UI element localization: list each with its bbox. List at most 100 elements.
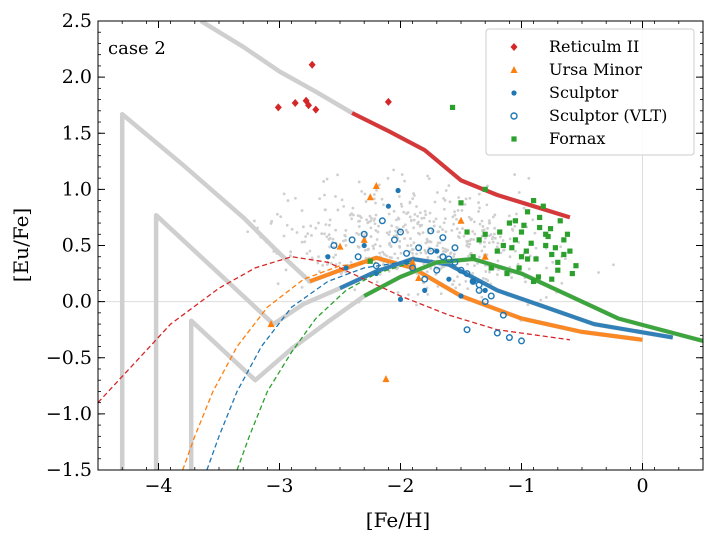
background-star-point	[403, 237, 406, 240]
background-star-point	[433, 200, 437, 204]
sculptor-vlt-point	[451, 244, 459, 252]
y-tick-label: 2.0	[62, 66, 92, 88]
background-star-point	[327, 233, 331, 237]
background-star-point	[329, 261, 333, 265]
background-star-point	[466, 239, 470, 243]
background-star-point	[320, 232, 324, 236]
background-star-point	[375, 188, 378, 192]
background-star-point	[392, 168, 396, 172]
background-star-point	[436, 284, 440, 288]
background-star-point	[357, 180, 361, 184]
background-star-point	[373, 222, 377, 226]
background-star-point	[300, 240, 304, 244]
background-star-point	[360, 189, 364, 193]
background-star-point	[487, 219, 491, 223]
background-star-point	[425, 238, 429, 242]
background-star-point	[436, 230, 440, 234]
background-star-point	[429, 266, 433, 270]
background-star-point	[306, 232, 310, 236]
legend-label: Sculptor (VLT)	[549, 106, 667, 125]
ursa-minor-point	[360, 235, 368, 243]
background-star-point	[378, 251, 382, 255]
reticulum-point	[305, 101, 313, 110]
background-star-point	[428, 211, 432, 215]
background-star-point	[435, 244, 439, 248]
background-star-point	[441, 228, 444, 231]
background-star-point	[444, 217, 447, 221]
background-star-point	[399, 202, 403, 206]
background-star-point	[334, 253, 338, 257]
background-star-point	[420, 216, 424, 220]
legend-label: Ursa Minor	[549, 60, 642, 79]
background-star-point	[472, 220, 476, 224]
background-star-point	[462, 234, 466, 238]
background-star-point	[396, 291, 400, 294]
background-star-point	[468, 196, 472, 200]
background-star-point	[270, 219, 274, 223]
background-star-point	[422, 216, 426, 220]
legend-entry: Ursa Minor	[510, 60, 642, 79]
background-star-point	[469, 218, 473, 222]
fornax-point	[509, 245, 515, 251]
background-star-point	[356, 214, 360, 217]
background-star-point	[418, 232, 422, 236]
background-star-point	[510, 227, 514, 231]
background-star-point	[406, 244, 410, 248]
background-star-point	[491, 215, 495, 219]
background-star-point	[246, 230, 250, 234]
background-star-point	[468, 242, 472, 246]
background-star-point	[481, 276, 485, 280]
fornax-point	[482, 231, 488, 237]
y-tick-label: −0.5	[46, 347, 92, 369]
background-star-point	[563, 257, 567, 261]
ursa-minor-point	[336, 242, 344, 250]
background-star-point	[305, 252, 309, 255]
sculptor-vlt-point	[439, 234, 447, 242]
sculptor-point	[325, 254, 331, 260]
fornax-point	[549, 276, 555, 282]
sculptor-vlt-point	[518, 337, 526, 345]
background-star-point	[327, 223, 331, 227]
background-star-point	[467, 254, 470, 258]
background-star-point	[424, 213, 428, 217]
y-tick-label: −1.0	[46, 403, 92, 425]
background-star-point	[397, 217, 401, 221]
background-star-point	[372, 247, 376, 250]
background-star-point	[393, 252, 397, 256]
background-star-point	[432, 224, 436, 228]
background-star-point	[388, 230, 392, 234]
background-star-point	[295, 231, 299, 234]
background-star-point	[493, 236, 497, 240]
y-tick-label: −1.5	[46, 459, 92, 481]
background-star-point	[304, 235, 308, 238]
background-star-point	[472, 238, 475, 241]
background-star-point	[357, 233, 361, 236]
fornax-point	[535, 274, 542, 280]
sculptor-vlt-point	[409, 264, 417, 272]
background-star-point	[310, 234, 313, 237]
background-star-point	[487, 241, 491, 245]
background-star-point	[322, 180, 326, 183]
background-star-point	[409, 237, 412, 241]
fornax-point	[497, 229, 503, 235]
fornax-point	[537, 214, 543, 221]
background-star-point	[424, 250, 428, 254]
sculptor-point	[434, 248, 440, 254]
background-star-point	[289, 250, 293, 254]
background-star-point	[473, 264, 476, 268]
background-star-point	[488, 270, 491, 274]
background-star-point	[415, 205, 418, 208]
y-tick-label: 0.5	[62, 235, 92, 257]
legend-box	[485, 28, 695, 156]
background-star-point	[443, 198, 447, 202]
background-star-point	[395, 267, 399, 271]
sculptor-vlt-point	[463, 326, 471, 334]
background-star-point	[496, 241, 500, 245]
legend-entry: Sculptor	[511, 83, 619, 102]
background-star-point	[442, 207, 446, 211]
ursa-minor-point	[457, 216, 465, 224]
sculptor-vlt-point	[505, 334, 513, 342]
background-star-point	[534, 246, 538, 250]
background-star-point	[421, 231, 425, 235]
